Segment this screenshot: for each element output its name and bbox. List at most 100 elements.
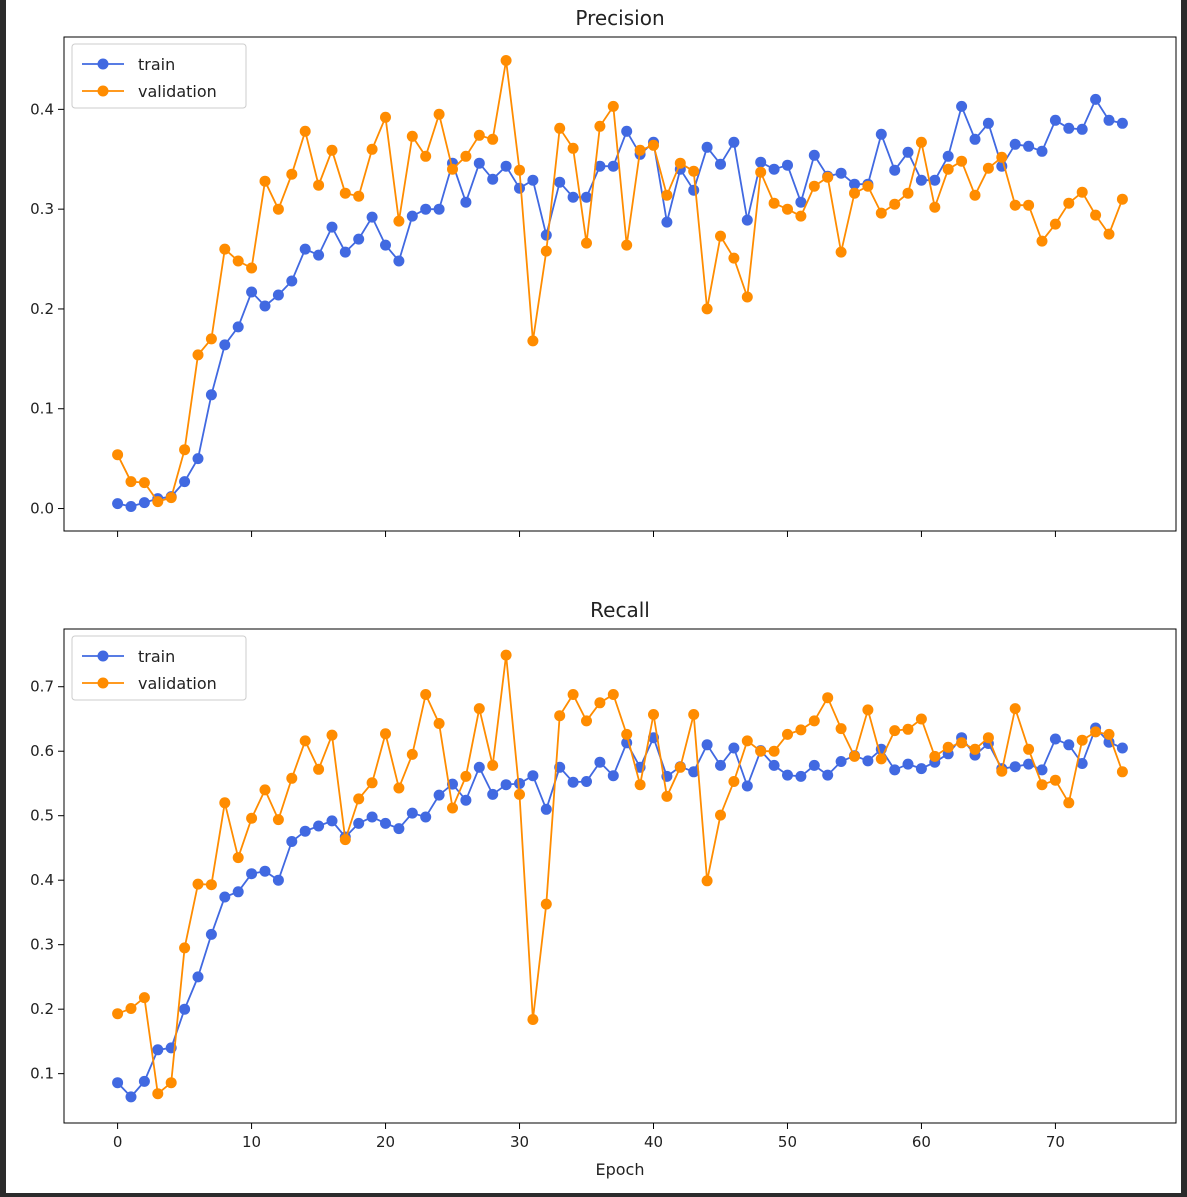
x-tick-label: 40 xyxy=(644,1133,663,1151)
x-tick-label: 20 xyxy=(376,1133,395,1151)
train-point xyxy=(1103,114,1115,126)
validation-point xyxy=(1103,228,1115,240)
y-tick-label: 0.0 xyxy=(30,500,54,518)
train-point xyxy=(540,803,552,815)
validation-point xyxy=(554,122,566,134)
validation-point xyxy=(165,492,177,504)
train-point xyxy=(808,759,820,771)
train-point xyxy=(956,100,968,112)
validation-point xyxy=(380,111,391,123)
train-point xyxy=(567,191,579,203)
validation-point xyxy=(849,750,860,762)
chart-title: Precision xyxy=(575,6,664,30)
validation-point xyxy=(674,157,686,169)
train-point xyxy=(1036,764,1048,776)
train-point xyxy=(205,928,217,940)
validation-point xyxy=(179,942,191,954)
train-point xyxy=(353,233,365,245)
validation-point xyxy=(648,709,659,720)
y-tick-label: 0.2 xyxy=(30,300,54,318)
train-point xyxy=(460,794,472,806)
train-point xyxy=(366,211,378,223)
train-point xyxy=(460,196,472,208)
train-point xyxy=(380,817,391,829)
validation-point xyxy=(540,898,552,910)
validation-point xyxy=(956,737,968,749)
train-point xyxy=(1023,140,1035,152)
validation-point xyxy=(1076,734,1088,746)
validation-point xyxy=(607,689,619,700)
validation-series-line xyxy=(117,654,1124,1096)
train-point xyxy=(1076,123,1088,135)
validation-point xyxy=(822,692,834,704)
train-point xyxy=(715,759,726,771)
validation-point xyxy=(473,129,485,141)
train-point xyxy=(487,788,499,800)
train-series-line xyxy=(116,726,1123,1099)
validation-point xyxy=(889,725,901,737)
validation-point xyxy=(138,992,150,1004)
validation-point xyxy=(205,879,217,891)
validation-point xyxy=(219,243,231,255)
train-point xyxy=(581,191,592,203)
train-point xyxy=(527,174,539,186)
validation-point xyxy=(648,139,659,151)
train-point xyxy=(795,770,807,782)
validation-point xyxy=(755,166,767,178)
y-tick-label: 0.4 xyxy=(30,871,54,889)
legend-marker-validation xyxy=(97,677,109,689)
train-point xyxy=(741,214,753,226)
train-point xyxy=(179,476,191,488)
train-point xyxy=(393,823,405,835)
train-point xyxy=(768,759,780,771)
validation-point xyxy=(179,444,191,456)
train-point xyxy=(554,176,566,188)
precision-subplot: Precision 0.0 0.1 0.2 0.3 0.4 train validation xyxy=(30,6,1177,537)
train-point xyxy=(849,178,860,190)
validation-point xyxy=(902,187,914,199)
notebook-output-cell: Precision 0.0 0.1 0.2 0.3 0.4 train validation … xyxy=(6,0,1181,1193)
train-point xyxy=(433,203,445,215)
validation-point xyxy=(540,245,552,257)
validation-point xyxy=(232,852,244,864)
validation-point xyxy=(915,713,927,725)
validation-point xyxy=(192,878,204,890)
validation-point xyxy=(768,745,780,757)
train-point xyxy=(473,761,485,773)
validation-point xyxy=(1009,199,1021,211)
train-point xyxy=(1063,122,1075,134)
legend-label-train: train xyxy=(138,647,175,666)
validation-point xyxy=(380,728,391,740)
validation-point xyxy=(621,728,633,740)
validation-point xyxy=(875,753,887,765)
validation-point xyxy=(567,142,579,154)
train-point xyxy=(902,758,914,770)
validation-point xyxy=(205,333,217,345)
train-point xyxy=(232,321,244,333)
validation-point xyxy=(473,703,485,715)
train-point xyxy=(782,159,793,171)
validation-point xyxy=(500,55,512,66)
legend-marker-train xyxy=(97,650,109,662)
train-point xyxy=(219,339,231,351)
train-point xyxy=(326,221,338,233)
train-point xyxy=(138,497,150,509)
validation-point xyxy=(1116,766,1128,778)
train-point xyxy=(500,779,512,791)
train-point xyxy=(420,203,432,215)
validation-point xyxy=(915,136,927,148)
y-tick-label: 0.3 xyxy=(30,936,54,954)
validation-point xyxy=(487,759,499,771)
validation-point xyxy=(661,189,673,201)
train-point xyxy=(420,811,432,823)
train-point xyxy=(889,764,901,776)
validation-point xyxy=(808,180,820,192)
validation-point xyxy=(835,723,847,735)
train-point xyxy=(246,868,258,880)
legend-label-validation: validation xyxy=(138,82,217,101)
validation-point xyxy=(1076,186,1088,198)
validation-point xyxy=(728,252,740,264)
train-point xyxy=(1049,733,1061,745)
validation-point xyxy=(889,198,901,210)
legend-box xyxy=(71,635,247,701)
